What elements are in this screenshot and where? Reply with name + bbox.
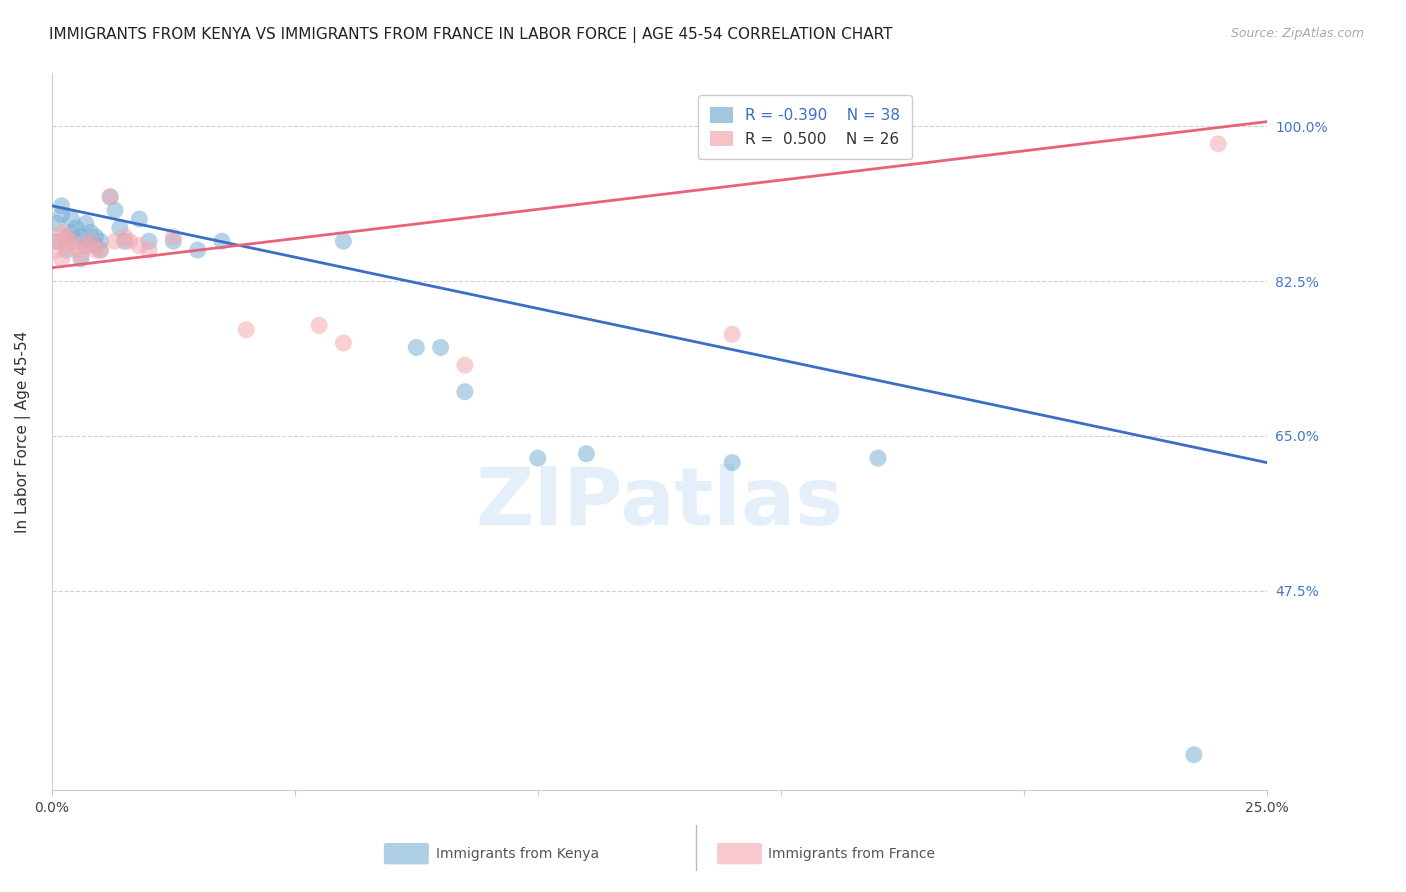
Point	[89, 243, 111, 257]
Point	[60, 234, 83, 248]
Point	[60, 212, 83, 227]
Point	[45, 234, 67, 248]
Text: IMMIGRANTS FROM KENYA VS IMMIGRANTS FROM FRANCE IN LABOR FORCE | AGE 45-54 CORRE: IMMIGRANTS FROM KENYA VS IMMIGRANTS FROM…	[49, 27, 893, 43]
Point	[138, 234, 160, 248]
Point	[128, 238, 150, 252]
Point	[55, 243, 77, 257]
Point	[65, 243, 87, 257]
Point	[211, 234, 233, 248]
Point	[128, 212, 150, 227]
Text: Immigrants from France: Immigrants from France	[768, 847, 935, 861]
Point	[84, 238, 107, 252]
Point	[51, 199, 73, 213]
Point	[89, 243, 111, 257]
Point	[527, 451, 550, 466]
Point	[45, 217, 67, 231]
Point	[70, 247, 93, 261]
Point	[104, 203, 127, 218]
Point	[429, 341, 451, 355]
Point	[45, 243, 67, 257]
Point	[55, 238, 77, 252]
Point	[118, 234, 141, 248]
Point	[1206, 136, 1229, 151]
Point	[108, 221, 131, 235]
Text: Immigrants from Kenya: Immigrants from Kenya	[436, 847, 599, 861]
Point	[80, 225, 103, 239]
Point	[1182, 747, 1205, 762]
Point	[75, 238, 97, 252]
Point	[114, 234, 136, 248]
Point	[98, 190, 121, 204]
Point	[104, 234, 127, 248]
Point	[80, 234, 103, 248]
Point	[51, 225, 73, 239]
Point	[454, 358, 477, 372]
Point	[114, 229, 136, 244]
Point	[75, 217, 97, 231]
Point	[65, 221, 87, 235]
Point	[70, 252, 93, 266]
Text: ZIPatlas: ZIPatlas	[475, 464, 844, 542]
Point	[332, 234, 354, 248]
Point	[721, 456, 744, 470]
Point	[162, 229, 184, 244]
Point	[89, 234, 111, 248]
Text: Source: ZipAtlas.com: Source: ZipAtlas.com	[1230, 27, 1364, 40]
Legend: R = -0.390    N = 38, R =  0.500    N = 26: R = -0.390 N = 38, R = 0.500 N = 26	[697, 95, 912, 159]
Point	[235, 323, 257, 337]
Point	[55, 229, 77, 244]
Point	[65, 234, 87, 248]
Point	[721, 327, 744, 342]
Point	[45, 234, 67, 248]
Point	[60, 225, 83, 239]
Point	[84, 229, 107, 244]
Point	[162, 234, 184, 248]
Point	[454, 384, 477, 399]
Point	[138, 243, 160, 257]
Point	[84, 243, 107, 257]
Point	[308, 318, 330, 333]
Point	[70, 229, 93, 244]
Point	[866, 451, 889, 466]
Point	[405, 341, 427, 355]
Point	[51, 208, 73, 222]
Point	[75, 238, 97, 252]
Point	[98, 190, 121, 204]
Point	[332, 336, 354, 351]
Point	[187, 243, 209, 257]
Y-axis label: In Labor Force | Age 45-54: In Labor Force | Age 45-54	[15, 330, 31, 533]
Point	[55, 229, 77, 244]
Point	[80, 234, 103, 248]
Point	[51, 252, 73, 266]
Point	[575, 447, 598, 461]
